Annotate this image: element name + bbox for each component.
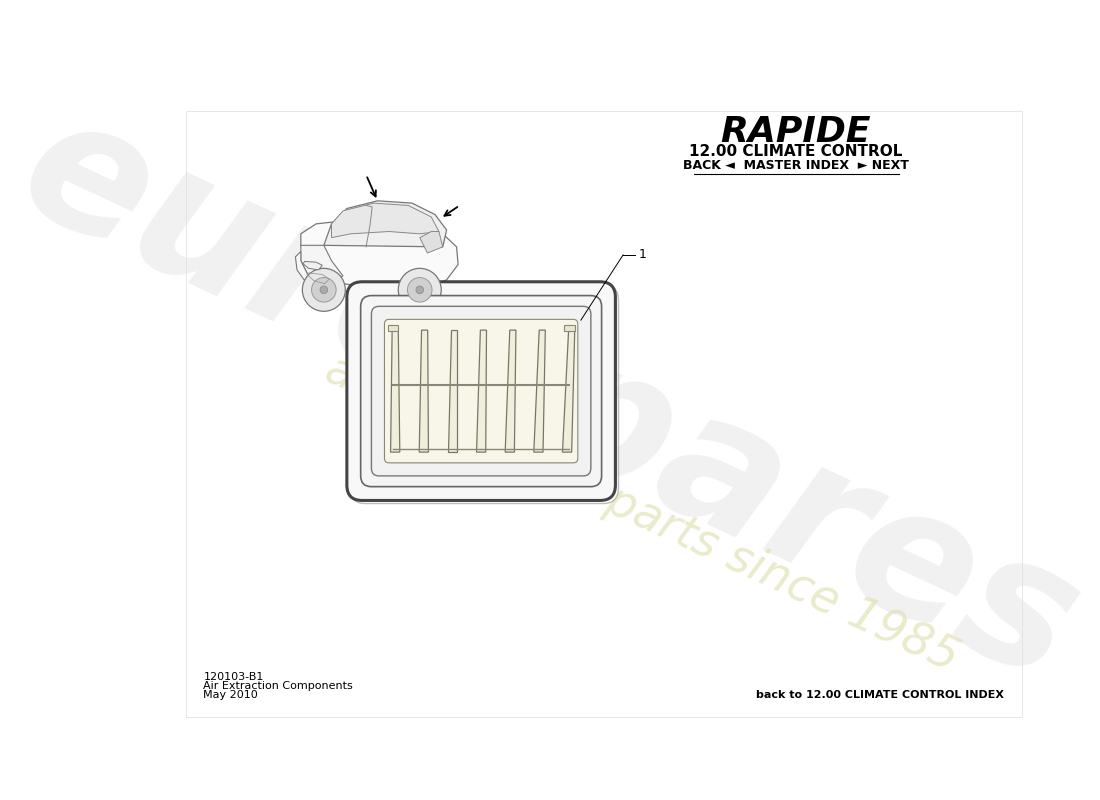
Polygon shape [476, 330, 486, 452]
Polygon shape [323, 201, 447, 247]
Polygon shape [534, 330, 546, 452]
Polygon shape [390, 330, 399, 452]
Circle shape [302, 268, 345, 311]
Polygon shape [448, 330, 458, 452]
Text: a passion for parts since 1985: a passion for parts since 1985 [318, 347, 966, 681]
Circle shape [416, 286, 424, 294]
Polygon shape [505, 330, 516, 452]
FancyBboxPatch shape [346, 282, 615, 501]
Circle shape [398, 268, 441, 311]
Circle shape [320, 286, 328, 294]
Text: 120103-B1: 120103-B1 [204, 671, 264, 682]
Circle shape [407, 278, 432, 302]
Text: Air Extraction Components: Air Extraction Components [204, 681, 353, 690]
Text: 1: 1 [638, 249, 647, 262]
Text: RAPIDE: RAPIDE [720, 114, 871, 149]
FancyBboxPatch shape [361, 295, 602, 486]
Text: BACK ◄  MASTER INDEX  ► NEXT: BACK ◄ MASTER INDEX ► NEXT [683, 159, 909, 172]
Polygon shape [419, 330, 428, 452]
Polygon shape [300, 218, 458, 290]
Text: eurospares: eurospares [0, 78, 1100, 720]
Polygon shape [304, 262, 322, 270]
Polygon shape [562, 330, 574, 452]
Polygon shape [331, 203, 439, 238]
Polygon shape [300, 246, 343, 282]
Polygon shape [420, 231, 443, 253]
Text: May 2010: May 2010 [204, 690, 258, 700]
Polygon shape [564, 325, 574, 331]
FancyBboxPatch shape [372, 306, 591, 476]
Polygon shape [296, 251, 328, 291]
Text: 12.00 CLIMATE CONTROL: 12.00 CLIMATE CONTROL [689, 144, 902, 159]
FancyBboxPatch shape [385, 319, 578, 463]
Polygon shape [387, 325, 398, 331]
Circle shape [311, 278, 337, 302]
Text: back to 12.00 CLIMATE CONTROL INDEX: back to 12.00 CLIMATE CONTROL INDEX [757, 690, 1004, 700]
